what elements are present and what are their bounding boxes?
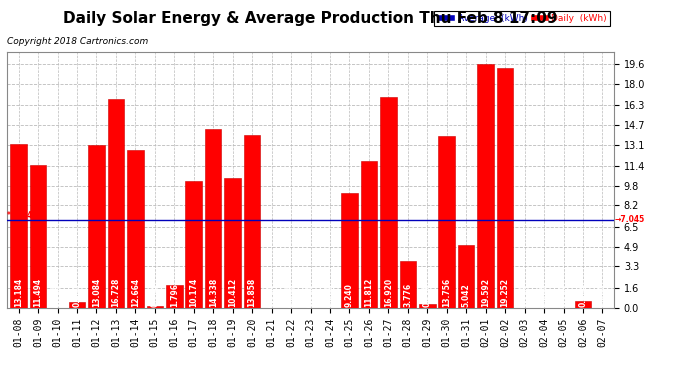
Text: 0.000: 0.000 [53, 283, 62, 307]
Text: 3.776: 3.776 [404, 283, 413, 307]
Text: Daily Solar Energy & Average Production Thu Feb 8 17:09: Daily Solar Energy & Average Production … [63, 11, 558, 26]
Text: 19.592: 19.592 [481, 278, 490, 307]
Text: 10.174: 10.174 [189, 278, 198, 307]
Text: 0.000: 0.000 [286, 283, 295, 307]
Bar [244, 135, 260, 308]
Text: 14.338: 14.338 [208, 278, 217, 307]
Bar [10, 144, 27, 308]
Text: 9.240: 9.240 [345, 283, 354, 307]
Bar [69, 302, 86, 307]
Text: 0.450: 0.450 [72, 283, 81, 307]
Bar [400, 261, 416, 308]
Text: 11.812: 11.812 [364, 278, 373, 307]
Bar [88, 145, 105, 308]
Text: 0.000: 0.000 [306, 283, 315, 307]
Bar [419, 304, 435, 307]
Text: Copyright 2018 Cartronics.com: Copyright 2018 Cartronics.com [7, 38, 148, 46]
Text: 0.000: 0.000 [267, 283, 276, 307]
Text: 5.042: 5.042 [462, 283, 471, 307]
Text: 0.154: 0.154 [150, 283, 159, 307]
Text: →7.045: →7.045 [615, 215, 645, 224]
Text: 11.494: 11.494 [34, 278, 43, 307]
Text: 0.000: 0.000 [559, 283, 568, 307]
Bar [186, 181, 202, 308]
Text: 16.728: 16.728 [111, 278, 120, 307]
Text: 13.084: 13.084 [92, 278, 101, 307]
Bar [361, 160, 377, 308]
Bar [127, 150, 144, 308]
Bar [30, 165, 46, 308]
Bar [341, 193, 357, 308]
Bar [205, 129, 221, 308]
Text: 0.494: 0.494 [578, 283, 587, 307]
Legend: Average  (kWh), Daily  (kWh): Average (kWh), Daily (kWh) [435, 11, 609, 26]
Bar [146, 306, 163, 308]
Bar [477, 64, 494, 308]
Bar [380, 97, 397, 308]
Text: 13.858: 13.858 [248, 278, 257, 307]
Bar [108, 99, 124, 308]
Text: 0.000: 0.000 [520, 283, 529, 307]
Text: 1.796: 1.796 [170, 283, 179, 307]
Text: 0.276: 0.276 [423, 283, 432, 307]
Bar [438, 136, 455, 308]
Text: 0.000: 0.000 [598, 283, 607, 307]
Text: * 7.045: * 7.045 [7, 211, 37, 220]
Bar [166, 285, 183, 308]
Text: 13.756: 13.756 [442, 278, 451, 307]
Text: 0.000: 0.000 [326, 283, 335, 307]
Bar [458, 245, 475, 308]
Text: 16.920: 16.920 [384, 278, 393, 307]
Text: 12.664: 12.664 [131, 278, 140, 307]
Bar [497, 68, 513, 308]
Text: 19.252: 19.252 [501, 278, 510, 307]
Text: 0.000: 0.000 [540, 283, 549, 307]
Bar [575, 302, 591, 307]
Text: 13.184: 13.184 [14, 278, 23, 307]
Text: 10.412: 10.412 [228, 278, 237, 307]
Bar [224, 178, 241, 308]
